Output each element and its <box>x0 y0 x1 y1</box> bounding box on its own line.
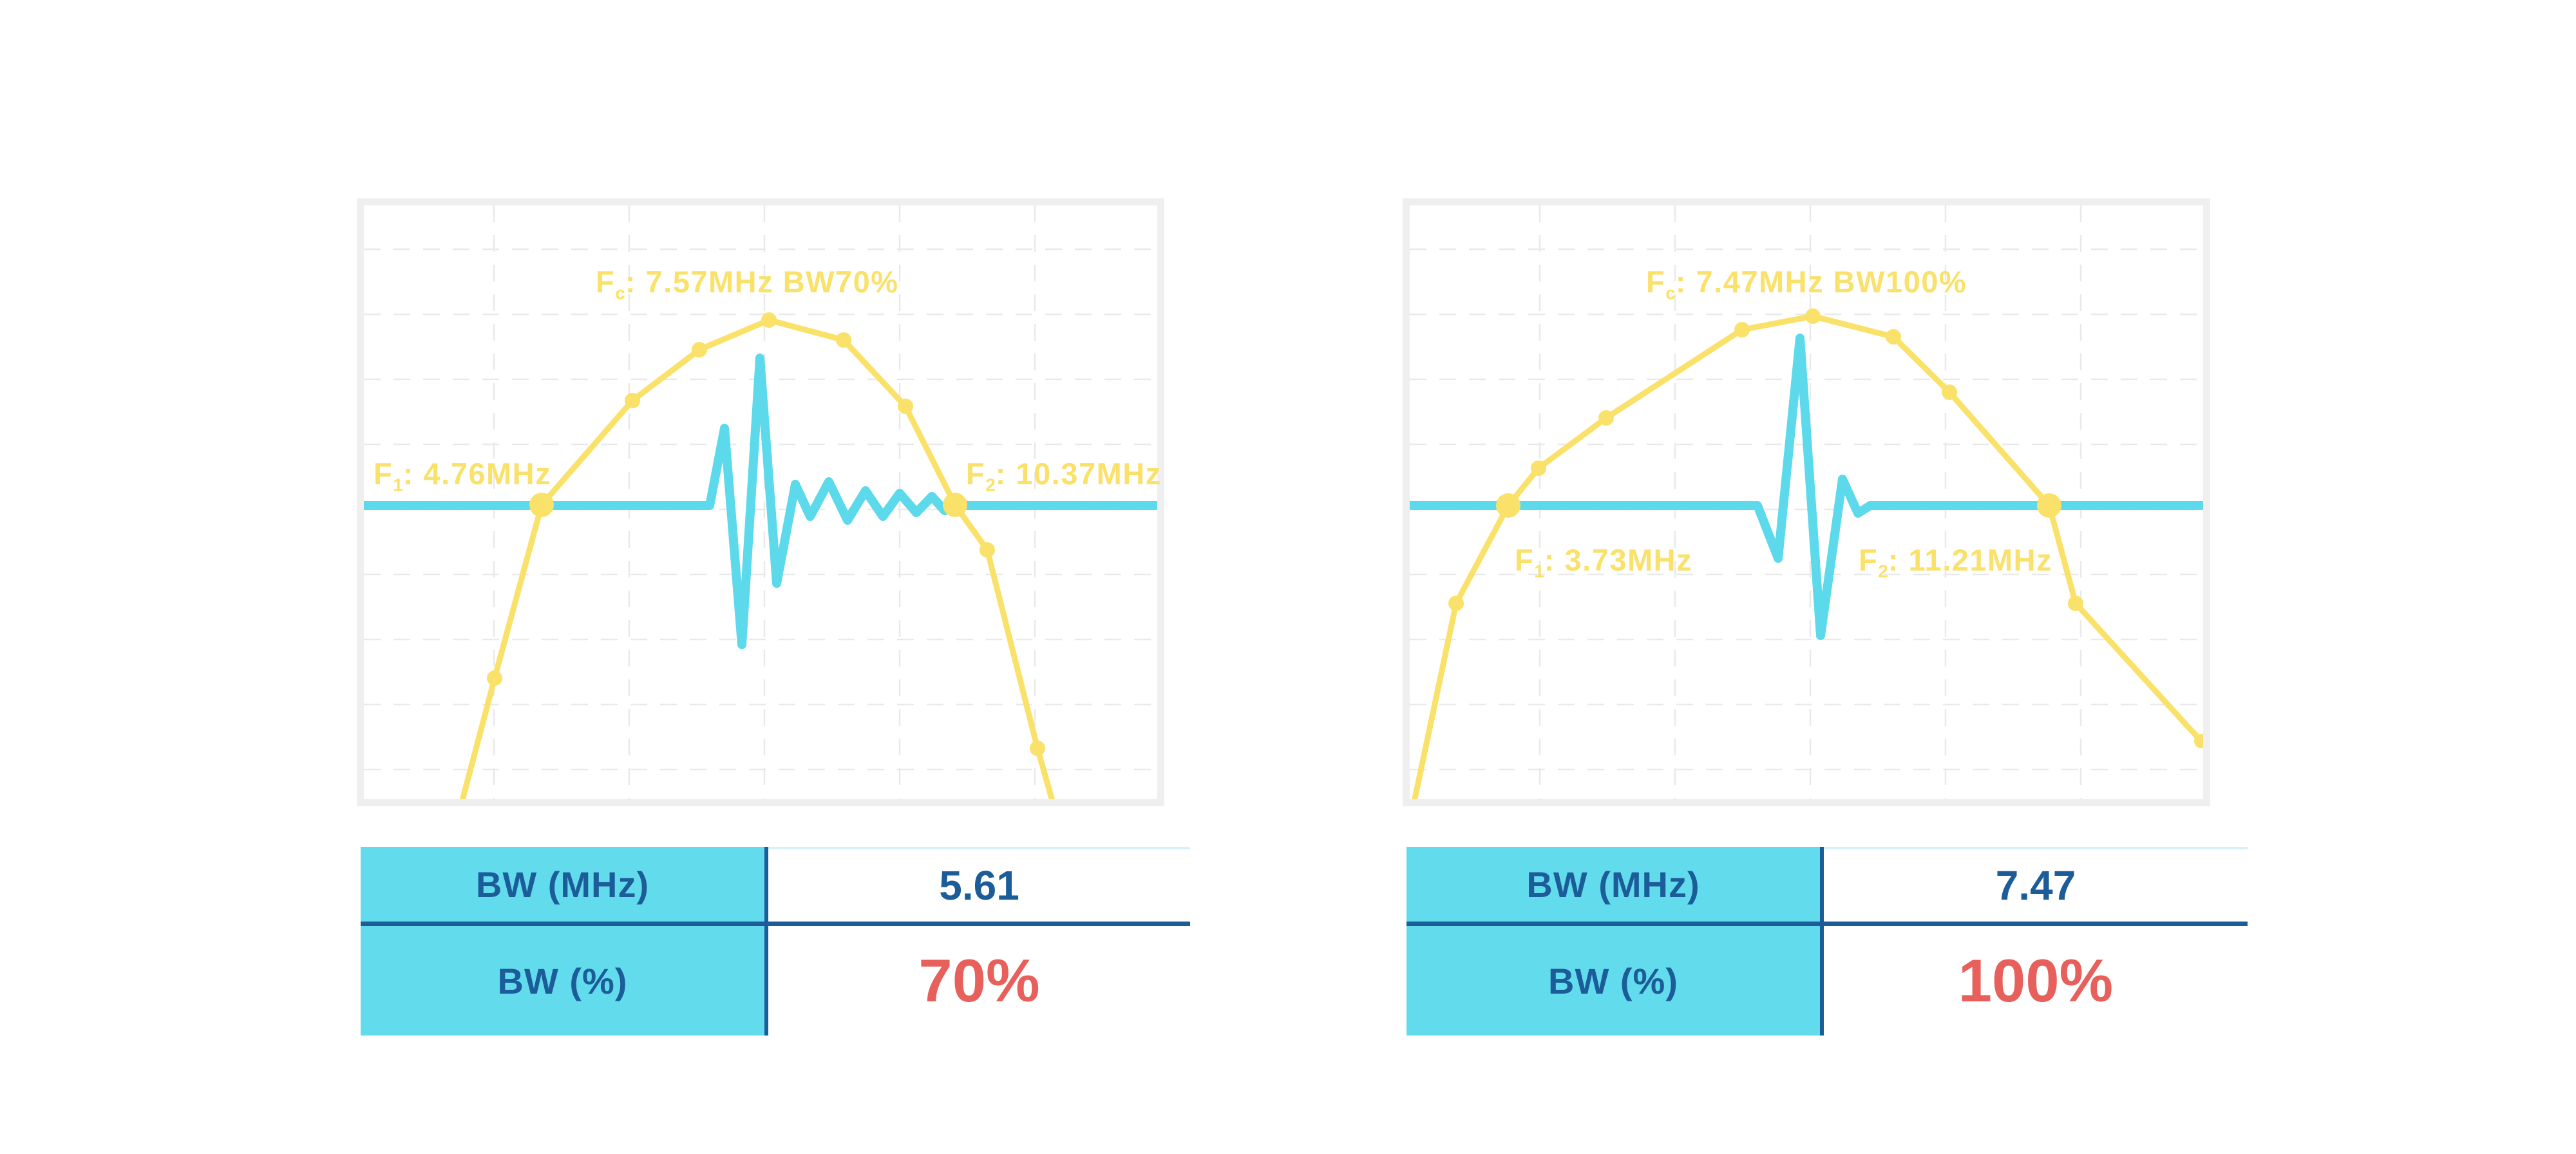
spectrum-data-point <box>529 493 554 517</box>
spectrum-data-point <box>761 312 777 328</box>
fc-value-text: : 7.57MHz BW70% <box>625 265 899 299</box>
spectrum-data-point <box>2037 493 2061 518</box>
spectrum-data-point <box>898 399 913 414</box>
f2-symbol: F <box>966 457 986 491</box>
spectrum-data-point <box>1886 329 1901 345</box>
fc-symbol: F <box>596 265 616 299</box>
spectrum-data-point <box>980 542 995 558</box>
fc-subscript: c <box>615 283 625 303</box>
spectrum-chart-panel-right <box>1403 198 2210 806</box>
spectrum-chart-left <box>364 205 1157 799</box>
f1-subscript: 1 <box>393 475 403 495</box>
center-frequency-label-right: Fc: 7.47MHz BW100% <box>1646 265 1967 302</box>
spectrum-data-point <box>1030 741 1045 756</box>
table-value-bw-pct: 70% <box>768 926 1190 1036</box>
table-row-separator <box>361 922 1190 926</box>
table-value-bw-pct: 100% <box>1824 926 2248 1036</box>
table-row-separator <box>1406 922 2248 926</box>
f1-value-text: : 4.76MHz <box>402 457 552 491</box>
spectrum-data-point <box>625 393 640 408</box>
center-frequency-label-left: Fc: 7.57MHz BW70% <box>596 265 899 302</box>
table-label-bw-pct: BW (%) <box>361 926 764 1036</box>
table-column-divider <box>764 847 768 1036</box>
spectrum-data-point <box>1805 308 1821 324</box>
fc-subscript: c <box>1665 283 1676 303</box>
pulse-echo-waveform <box>364 354 1157 649</box>
table-value-bw-mhz: 7.47 <box>1824 847 2248 922</box>
f2-subscript: 2 <box>985 475 996 495</box>
spectrum-data-point <box>692 342 707 357</box>
upper-cutoff-label-left: F2: 10.37MHz <box>966 457 1162 494</box>
spectrum-data-point <box>1531 460 1546 476</box>
spectrum-chart-right <box>1410 205 2203 799</box>
table-label-bw-mhz: BW (MHz) <box>1406 847 1820 922</box>
f2-value-text: : 11.21MHz <box>1888 543 2053 577</box>
table-column-divider <box>1820 847 1824 1036</box>
spectrum-data-point <box>1734 322 1750 337</box>
spectrum-data-point <box>2194 734 2203 748</box>
spectrum-data-point <box>487 670 502 686</box>
lower-cutoff-label-right: F1: 3.73MHz <box>1515 543 1693 580</box>
spectrum-data-point <box>836 332 851 348</box>
spectrum-data-point <box>1448 596 1464 611</box>
spectrum-data-point <box>1496 493 1520 518</box>
spectrum-curve <box>459 317 1056 799</box>
spectrum-data-point <box>1598 410 1614 426</box>
pulse-echo-waveform <box>1410 334 2203 640</box>
f2-symbol: F <box>1859 543 1879 577</box>
f1-subscript: 1 <box>1534 561 1544 582</box>
spectrum-chart-panel-left <box>357 198 1164 806</box>
spectrum-data-point <box>943 493 967 517</box>
f2-subscript: 2 <box>1878 561 1888 582</box>
f2-value-text: : 10.37MHz <box>995 457 1162 491</box>
fc-value-text: : 7.47MHz BW100% <box>1675 265 1967 299</box>
table-value-bw-mhz: 5.61 <box>768 847 1190 922</box>
f1-value-text: : 3.73MHz <box>1544 543 1693 577</box>
table-label-bw-mhz: BW (MHz) <box>361 847 764 922</box>
lower-cutoff-label-left: F1: 4.76MHz <box>374 457 552 494</box>
upper-cutoff-label-right: F2: 11.21MHz <box>1859 543 2053 580</box>
spectrum-curve <box>1412 313 2203 799</box>
fc-symbol: F <box>1646 265 1666 299</box>
bandwidth-table-left: BW (MHz) 5.61 BW (%) 70% <box>361 847 1190 1036</box>
f1-symbol: F <box>374 457 393 491</box>
f1-symbol: F <box>1515 543 1535 577</box>
table-label-bw-pct: BW (%) <box>1406 926 1820 1036</box>
spectrum-data-point <box>1942 384 1957 400</box>
spectrum-data-point <box>2068 596 2083 611</box>
bandwidth-table-right: BW (MHz) 7.47 BW (%) 100% <box>1406 847 2248 1036</box>
